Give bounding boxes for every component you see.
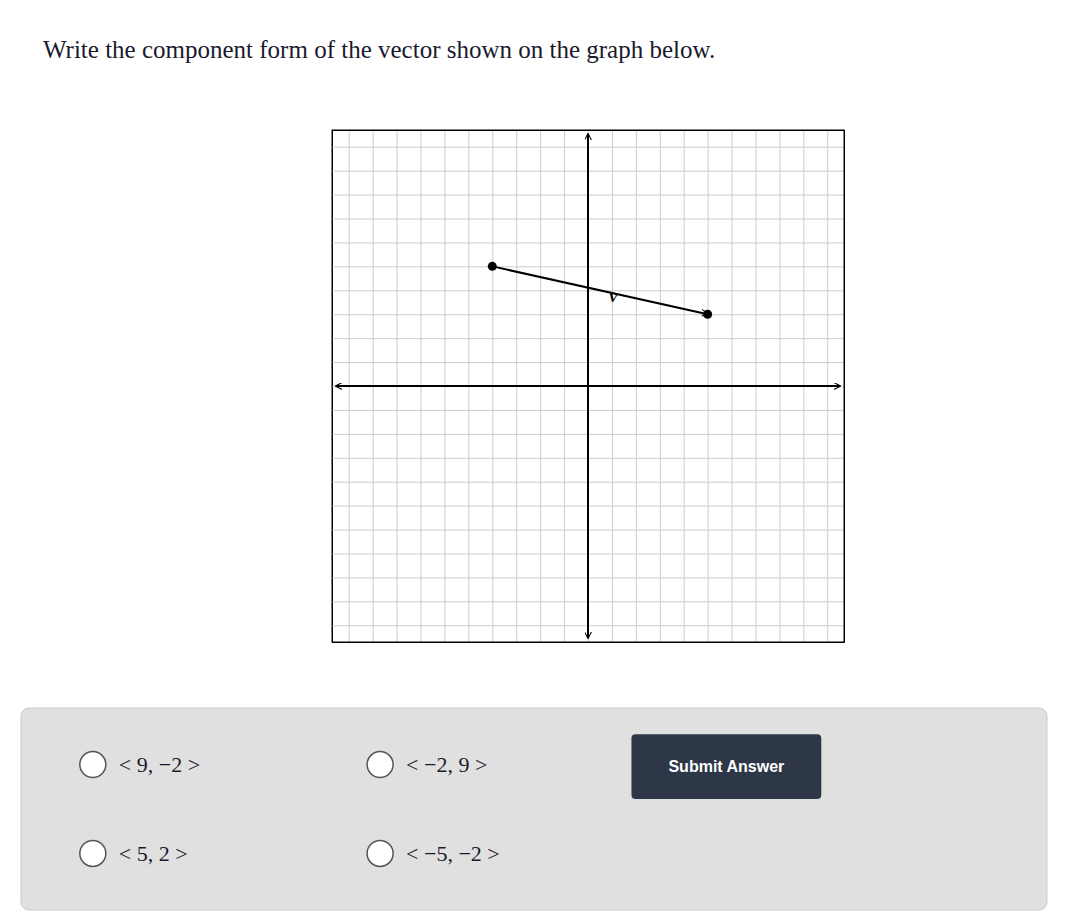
radio-button[interactable] [80,752,106,778]
axis-domain [333,131,845,643]
answer-option[interactable]: < −2, 9 > [367,752,487,778]
y-axis [332,131,844,643]
radio-button[interactable] [367,752,393,778]
radio-button[interactable] [80,840,106,866]
option-text[interactable]: < −2, 9 > [406,752,487,777]
plot-area: v [332,130,845,643]
chart-canvas: Write the component form of the vector s… [0,0,1068,919]
vector-label: v [610,287,618,306]
endpoint [703,310,712,319]
radio-button[interactable] [367,840,393,866]
option-text[interactable]: < −5, −2 > [406,841,500,866]
button-background[interactable] [631,734,821,799]
grid-line [588,130,589,642]
data-layer [336,134,840,638]
title: Write the component form of the vector s… [43,36,715,63]
tick [588,130,589,642]
option-text[interactable]: < 9, −2 > [119,752,200,777]
y-axis-line [587,134,589,638]
panel-background [21,708,1047,910]
x-axis [333,130,845,643]
plot-frame [332,130,844,642]
button-label[interactable]: Submit Answer [668,758,784,775]
endpoint [488,262,497,271]
answer-option[interactable]: < 9, −2 > [80,752,200,778]
answer-option[interactable]: < −5, −2 > [367,840,500,866]
answer-panel: < 9, −2 > < −2, 9 > < 5, 2 > < −5, −2 > Subm… [21,708,1047,910]
answer-option[interactable]: < 5, 2 > [80,840,188,866]
vector [492,266,707,314]
option-text[interactable]: < 5, 2 > [119,841,188,866]
axis-domain [333,130,845,643]
submit-button[interactable]: Submit Answer [631,734,821,799]
